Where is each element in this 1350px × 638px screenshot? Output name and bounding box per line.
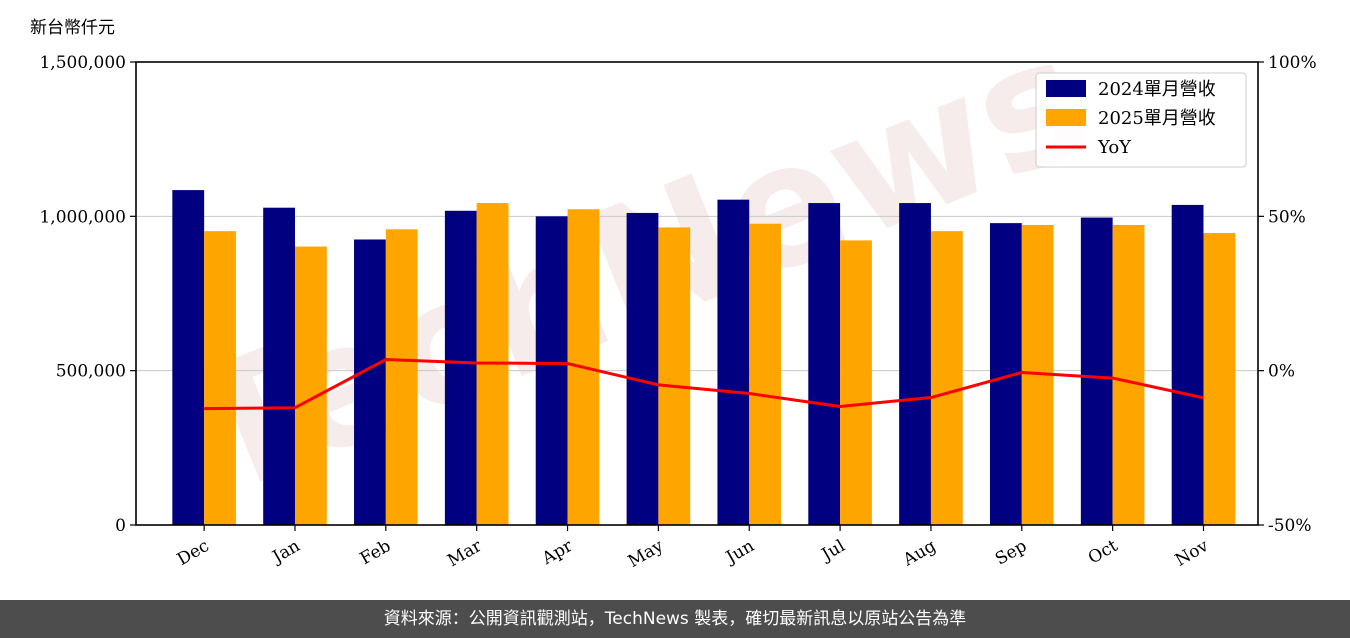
x-tick-label-Feb: Feb — [357, 536, 395, 569]
legend-label-2025單月營收: 2025單月營收 — [1098, 108, 1216, 129]
bar-2025單月營收-Jan — [294, 246, 327, 525]
y-left-tick-label: 0 — [115, 516, 126, 536]
plot-frame — [135, 61, 1259, 526]
bar-2024單月營收-Jun — [717, 199, 750, 525]
legend: 2024單月營收 2025單月營收 YoY — [1035, 72, 1247, 168]
x-tick-label-Aug: Aug — [899, 536, 940, 571]
bar-2024單月營收-Jan — [263, 207, 295, 525]
x-tick-label-Oct: Oct — [1085, 536, 1121, 569]
y-left-tick-label: 500,000 — [56, 362, 126, 382]
legend-label-2024單月營收: 2024單月營收 — [1098, 79, 1216, 100]
bar-2025單月營收-Aug — [930, 231, 963, 525]
bar-2024單月營收-Mar — [444, 210, 477, 525]
y-left-tick-label: 1,000,000 — [39, 207, 126, 227]
revenue-chart: TechNews 0500,0001,000,0001,500,000-50%0… — [30, 0, 1317, 572]
legend-box — [1035, 72, 1247, 168]
x-tick-label-Jan: Jan — [268, 536, 304, 568]
x-tick-label-Apr: Apr — [538, 536, 577, 570]
yoy-line-layer — [204, 358, 1204, 411]
x-tick-label-Jul: Jul — [817, 536, 849, 566]
y-right-tick-label: 100% — [1268, 53, 1317, 73]
bar-2024單月營收-Feb — [354, 239, 386, 525]
bar-2024單月營收-Aug — [899, 203, 931, 525]
legend-swatch-2024單月營收 — [1046, 80, 1086, 97]
x-tick-label-Nov: Nov — [1172, 536, 1212, 571]
bar-2024單月營收-May — [626, 212, 659, 526]
x-tick-label-Sep: Sep — [992, 536, 1030, 570]
y-right-tick-label: 0% — [1268, 362, 1295, 382]
bar-2025單月營收-Jul — [840, 240, 872, 525]
y-right-tick-label: 50% — [1268, 207, 1306, 227]
bar-2024單月營收-Nov — [1171, 204, 1204, 526]
bar-2025單月營收-Oct — [1112, 224, 1145, 525]
x-tick-label-May: May — [625, 536, 668, 572]
bar-2024單月營收-Dec — [172, 190, 205, 525]
bar-2025單月營收-Feb — [385, 229, 418, 525]
x-tick-label-Mar: Mar — [444, 536, 486, 572]
bar-2025單月營收-May — [658, 227, 691, 526]
bar-2024單月營收-Jul — [808, 203, 841, 525]
source-footer: 資料來源：公開資訊觀測站，TechNews 製表，確切最新訊息以原站公告為準 — [0, 600, 1350, 638]
x-tick-label-Jun: Jun — [721, 536, 758, 569]
bars-layer — [172, 190, 1236, 526]
y-right-tick-label: -50% — [1268, 516, 1312, 536]
bar-2024單月營收-Oct — [1080, 217, 1113, 525]
legend-label-YoY: YoY — [1097, 137, 1132, 158]
bar-2025單月營收-Nov — [1203, 233, 1236, 525]
x-tick-label-Dec: Dec — [174, 536, 213, 570]
bar-2025單月營收-Dec — [204, 231, 236, 525]
y-unit-label: 新台幣仟元 — [30, 18, 115, 38]
bar-2025單月營收-Jun — [749, 223, 782, 525]
yoy-line — [204, 358, 1204, 411]
bar-2024單月營收-Apr — [535, 216, 568, 526]
y-left-tick-label: 1,500,000 — [39, 53, 126, 73]
legend-swatch-2025單月營收 — [1046, 109, 1086, 126]
